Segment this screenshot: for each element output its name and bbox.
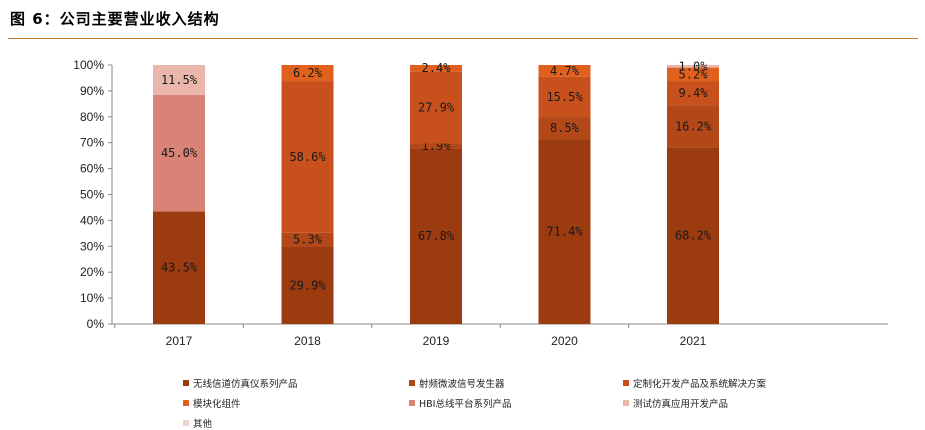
bar-segment	[538, 117, 591, 140]
legend-item: 射频微波信号发生器	[409, 376, 505, 390]
data-label: 16.2%	[675, 119, 712, 133]
legend-swatch	[409, 380, 415, 386]
legend-label: 射频微波信号发生器	[419, 379, 505, 390]
x-tick-label: 2017	[166, 334, 193, 348]
legend-swatch	[623, 400, 629, 406]
legend-swatch	[623, 380, 629, 386]
bar-segment	[667, 81, 719, 106]
y-tick-label: 20%	[80, 265, 104, 279]
legend-label: 测试仿真应用开发产品	[633, 399, 729, 410]
bar-segment	[281, 81, 334, 233]
legend-label: 无线信道仿真仪系列产品	[193, 379, 298, 390]
x-tick-label: 2019	[423, 334, 450, 348]
data-label: 1.0%	[679, 59, 709, 73]
bar-segment	[667, 147, 719, 324]
data-label: 67.8%	[418, 229, 455, 243]
data-label: 9.4%	[679, 86, 709, 100]
bar-segment	[281, 65, 334, 82]
data-label: 11.5%	[161, 73, 198, 87]
y-tick-label: 10%	[80, 291, 104, 305]
data-label: 8.5%	[550, 121, 580, 135]
legend-swatch	[409, 400, 415, 406]
y-tick-label: 40%	[80, 213, 104, 227]
y-tick-label: 100%	[73, 58, 104, 72]
y-tick-label: 30%	[80, 239, 104, 253]
legend-label: 定制化开发产品及系统解决方案	[633, 379, 767, 390]
bar-segment	[153, 211, 205, 324]
x-tick-label: 2021	[680, 334, 707, 348]
legend-label: 模块化组件	[193, 399, 241, 410]
data-label: 58.6%	[289, 150, 326, 164]
legend-label: HBI总线平台系列产品	[419, 399, 512, 410]
y-tick-label: 80%	[80, 110, 104, 124]
data-label: 6.2%	[293, 66, 323, 80]
bar-segment	[281, 246, 334, 324]
legend-item: HBI总线平台系列产品	[409, 396, 511, 410]
stacked-bar-chart: 0% 10% 20% 30% 40% 50% 60% 70% 80% 90% 100% 43.5% 45…	[73, 58, 888, 348]
bar-segment	[153, 94, 205, 212]
bar-segment	[667, 105, 719, 148]
y-tick-label: 50%	[80, 188, 104, 202]
data-label: 5.2%	[679, 67, 709, 81]
legend-item: 定制化开发产品及系统解决方案	[623, 376, 766, 390]
bar-segment	[667, 65, 719, 68]
y-tick-label: 90%	[80, 84, 104, 98]
legend-item: 测试仿真应用开发产品	[623, 396, 728, 410]
data-label: 2.4%	[422, 61, 452, 75]
chart-panel: 0% 10% 20% 30% 40% 50% 60% 70% 80% 90% 100% 43.5% 45…	[28, 41, 920, 427]
bar-segment	[538, 65, 591, 77]
data-label: 15.5%	[546, 90, 583, 104]
legend-swatch	[183, 400, 189, 406]
bar-segment	[410, 65, 462, 72]
bar-segment	[153, 65, 205, 95]
bar-segment	[410, 143, 462, 149]
bar-segment	[667, 67, 719, 82]
data-label: 29.9%	[289, 278, 326, 292]
data-label: 5.3%	[293, 233, 323, 247]
y-tick-label: 70%	[80, 136, 104, 150]
legend-swatch	[183, 420, 189, 426]
bar-segment	[410, 148, 462, 324]
legend-item: 模块化组件	[183, 396, 241, 410]
legend-swatch	[183, 380, 189, 386]
bar-segment	[538, 139, 591, 324]
title-divider	[8, 38, 918, 39]
legend-item: 其他	[183, 416, 212, 430]
figure-title: 图 6：公司主要营业收入结构	[10, 10, 220, 28]
bar-segment	[410, 71, 462, 144]
data-label: 68.2%	[675, 229, 712, 243]
y-tick-label: 0%	[87, 317, 105, 331]
x-tick-label: 2018	[294, 334, 321, 348]
legend-item: 无线信道仿真仪系列产品	[183, 376, 298, 390]
legend-label: 其他	[193, 419, 213, 430]
data-label: 71.4%	[546, 225, 583, 239]
data-label: 43.5%	[161, 261, 198, 275]
y-tick-label: 60%	[80, 162, 104, 176]
data-label: 27.9%	[418, 100, 455, 114]
bar-segment	[281, 232, 334, 247]
bar-segment	[538, 76, 591, 118]
data-label: 4.7%	[550, 64, 580, 78]
x-tick-label: 2020	[551, 334, 578, 348]
data-label: 45.0%	[161, 146, 198, 160]
